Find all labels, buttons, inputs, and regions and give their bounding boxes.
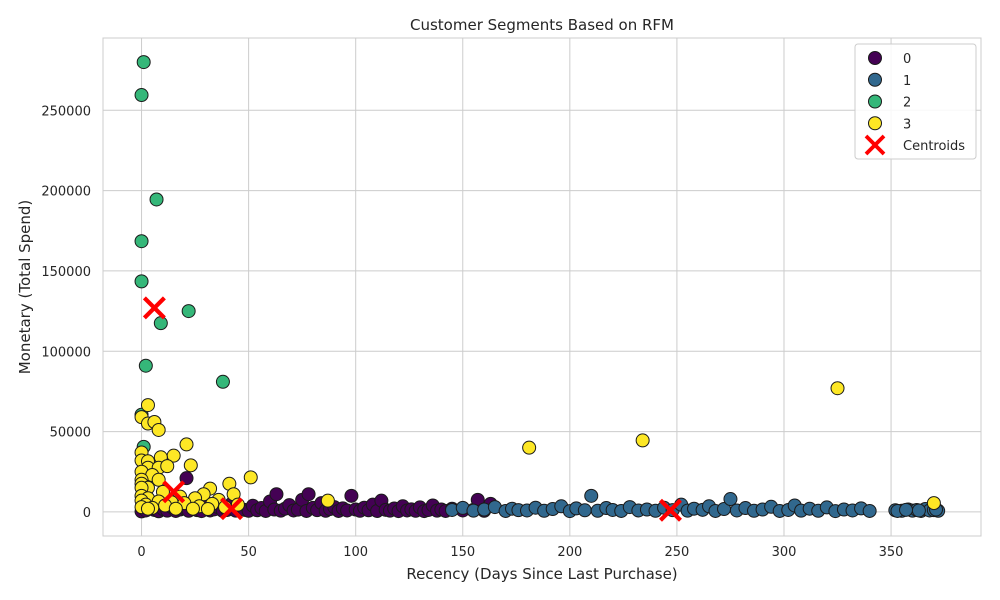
data-point — [862, 503, 877, 518]
legend-label: 2 — [903, 96, 911, 111]
data-point — [723, 492, 738, 507]
data-point — [168, 501, 183, 516]
y-axis-title: Monetary (Total Spend) — [16, 200, 34, 375]
data-point — [269, 487, 284, 502]
data-point — [830, 381, 845, 396]
legend-item-0: 0 — [868, 51, 911, 67]
data-point — [577, 503, 592, 518]
y-tick-label: 50000 — [50, 426, 91, 441]
x-tick-label: 200 — [557, 545, 582, 560]
series-3 — [134, 381, 941, 517]
data-point — [140, 398, 155, 413]
data-point — [179, 437, 194, 452]
data-point — [136, 55, 151, 70]
data-point — [243, 470, 258, 485]
y-tick-label: 100000 — [41, 345, 91, 360]
x-tick-label: 100 — [343, 545, 368, 560]
legend-label: Centroids — [903, 139, 965, 154]
series-1 — [445, 488, 946, 519]
centroid-marker — [142, 296, 166, 320]
x-tick-label: 300 — [772, 545, 797, 560]
data-point — [584, 488, 599, 503]
x-tick-label: 0 — [137, 545, 145, 560]
data-point — [151, 472, 166, 487]
data-point — [926, 496, 941, 511]
x-tick-labels: 0 50 100 150 200 250 300 350 — [137, 545, 903, 560]
legend-marker — [868, 72, 882, 87]
legend-label: 1 — [903, 74, 911, 89]
centroid-marker — [162, 480, 186, 504]
x-axis-title: Recency (Days Since Last Purchase) — [406, 565, 677, 583]
data-point — [140, 501, 155, 516]
plot-frame — [102, 37, 982, 537]
x-tick-label: 150 — [450, 545, 475, 560]
x-tick-label: 350 — [879, 545, 904, 560]
data-point — [151, 422, 166, 437]
legend-item-Centroids: Centroids — [864, 134, 965, 156]
legend-marker — [864, 134, 886, 156]
data-point — [183, 458, 198, 473]
legend-label: 0 — [903, 52, 911, 67]
data-point — [149, 192, 164, 207]
data-point — [134, 234, 149, 249]
centroid-markers — [142, 296, 682, 522]
data-point — [899, 502, 914, 517]
chart-title: Customer Segments Based on RFM — [410, 16, 674, 34]
data-point — [185, 501, 200, 516]
legend-box — [854, 43, 977, 160]
data-point — [179, 471, 194, 486]
legend-item-3: 3 — [868, 116, 911, 132]
legend-marker — [868, 51, 882, 65]
y-tick-label: 200000 — [41, 185, 91, 200]
legend: 0 1 2 3 Centroids — [854, 43, 977, 160]
legend-marker — [868, 94, 882, 109]
scatter-points — [134, 55, 946, 519]
y-tick-label: 250000 — [41, 104, 91, 119]
legend-item-1: 1 — [868, 72, 911, 89]
data-point — [522, 440, 537, 455]
legend-label: 3 — [903, 117, 911, 132]
data-point — [200, 502, 215, 517]
data-point — [138, 358, 153, 373]
y-tick-label: 150000 — [41, 265, 91, 280]
centroid-marker — [659, 498, 682, 522]
data-point — [134, 88, 149, 103]
data-point — [134, 274, 149, 289]
centroid-marker — [220, 497, 243, 521]
data-point — [320, 493, 335, 508]
data-point — [215, 374, 230, 389]
data-point — [344, 488, 359, 503]
x-tick-label: 250 — [664, 545, 689, 560]
y-tick-labels: 0 50000 100000 150000 200000 250000 — [41, 104, 91, 521]
data-point — [911, 503, 926, 518]
data-point — [181, 304, 196, 319]
data-point — [635, 433, 650, 448]
y-tick-label: 0 — [83, 506, 91, 521]
legend-marker — [868, 116, 882, 131]
legend-item-2: 2 — [868, 94, 911, 111]
data-point — [160, 459, 175, 474]
data-point — [301, 487, 316, 502]
x-tick-label: 50 — [240, 545, 257, 560]
data-point — [153, 316, 168, 331]
